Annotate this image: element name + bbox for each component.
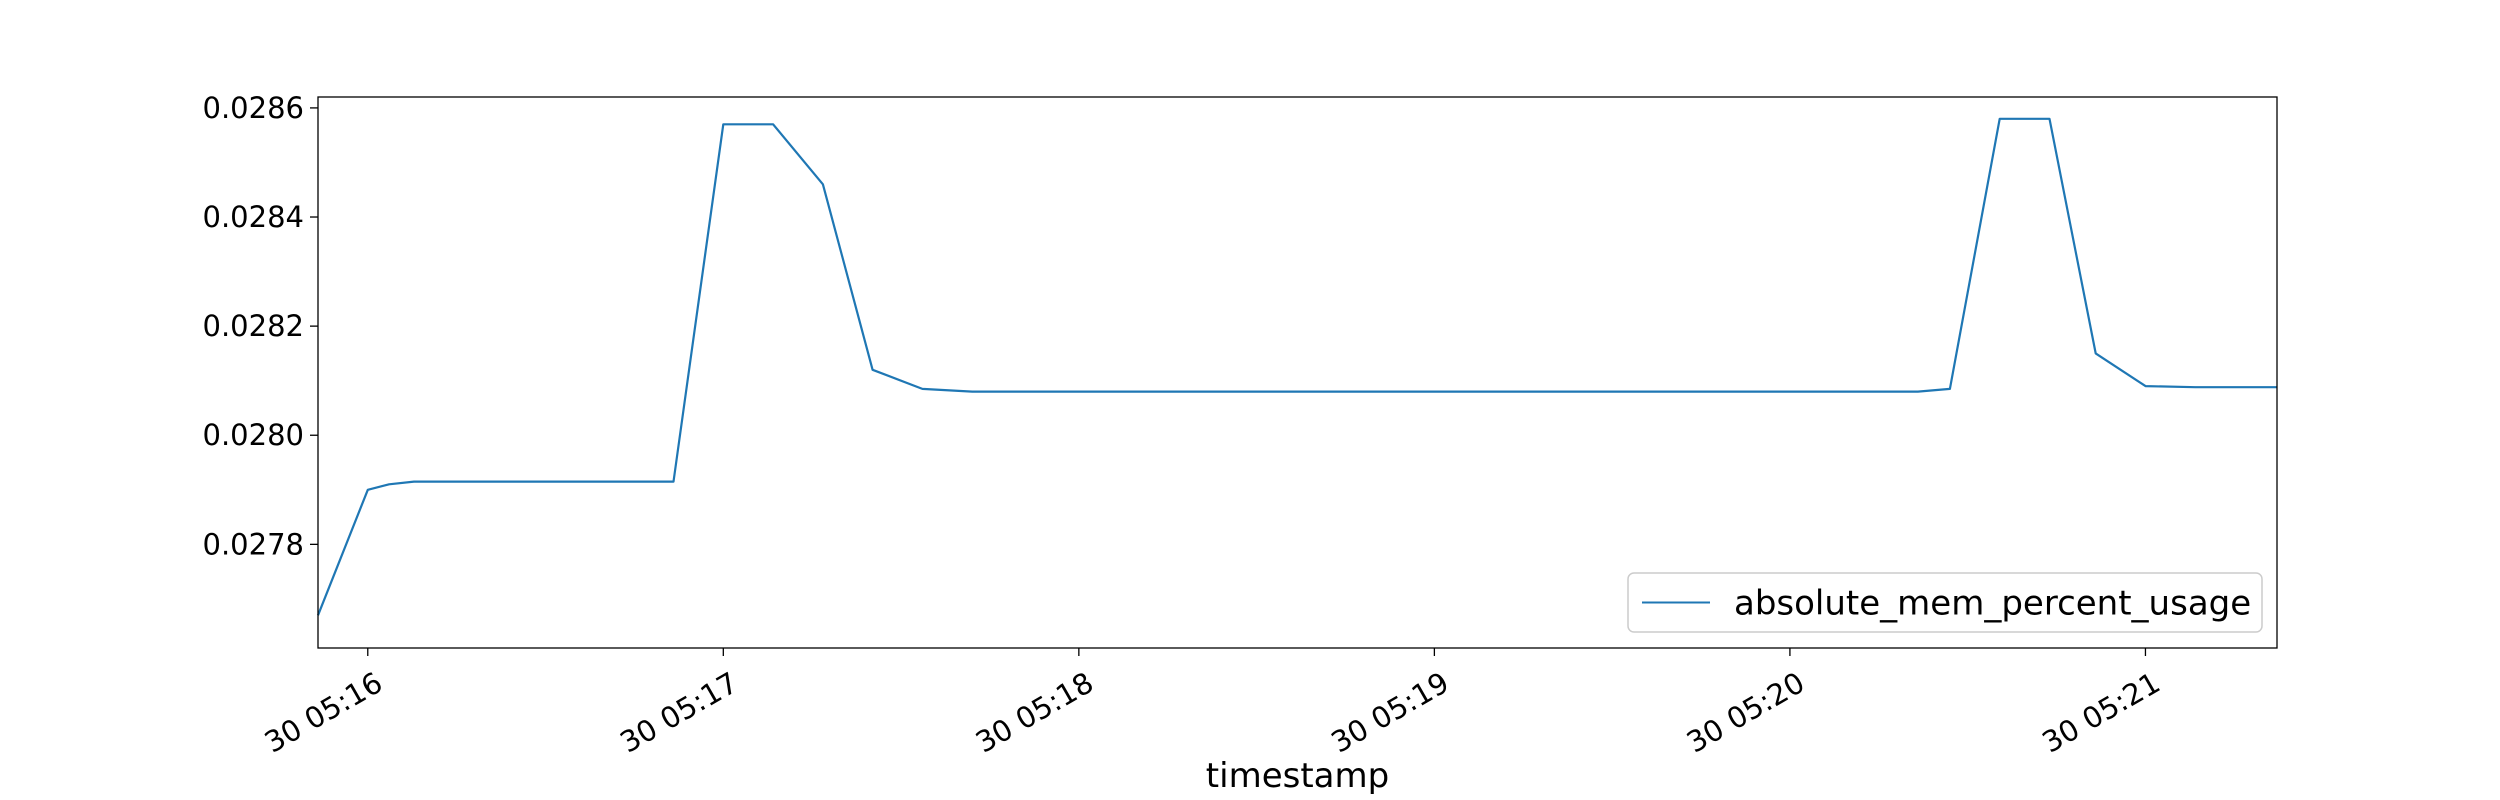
x-tick-label: 30 05:18 xyxy=(970,665,1099,759)
y-tick-label: 0.0284 xyxy=(203,200,304,234)
legend-box xyxy=(1627,572,2263,633)
x-axis-label: timestamp xyxy=(1206,756,1389,796)
x-tick-label: 30 05:19 xyxy=(1325,665,1454,759)
x-tick-label: 30 05:21 xyxy=(2036,665,2165,759)
legend-series-label: absolute_mem_percent_usage xyxy=(1734,584,2251,624)
x-tick-label: 30 05:20 xyxy=(1681,665,1810,759)
plot-area xyxy=(316,117,2277,616)
y-tick-label: 0.0282 xyxy=(203,309,304,343)
series-line-absolute_mem_percent_usage xyxy=(316,117,2277,616)
x-tick-label: 30 05:16 xyxy=(259,665,388,759)
x-tick-label: 30 05:17 xyxy=(614,665,743,759)
y-axis: 0.0278 0.0280 0.0282 0.0284 0.0286 xyxy=(203,91,318,561)
y-tick-label: 0.0280 xyxy=(203,418,304,452)
x-axis: 30 05:16 30 05:17 30 05:18 30 05:19 30 05:20… xyxy=(259,648,2166,760)
plot-frame xyxy=(317,96,2278,649)
legend: absolute_mem_percent_usage xyxy=(1627,572,2263,633)
y-tick-label: 0.0278 xyxy=(203,527,304,561)
y-tick-label: 0.0286 xyxy=(203,91,304,125)
